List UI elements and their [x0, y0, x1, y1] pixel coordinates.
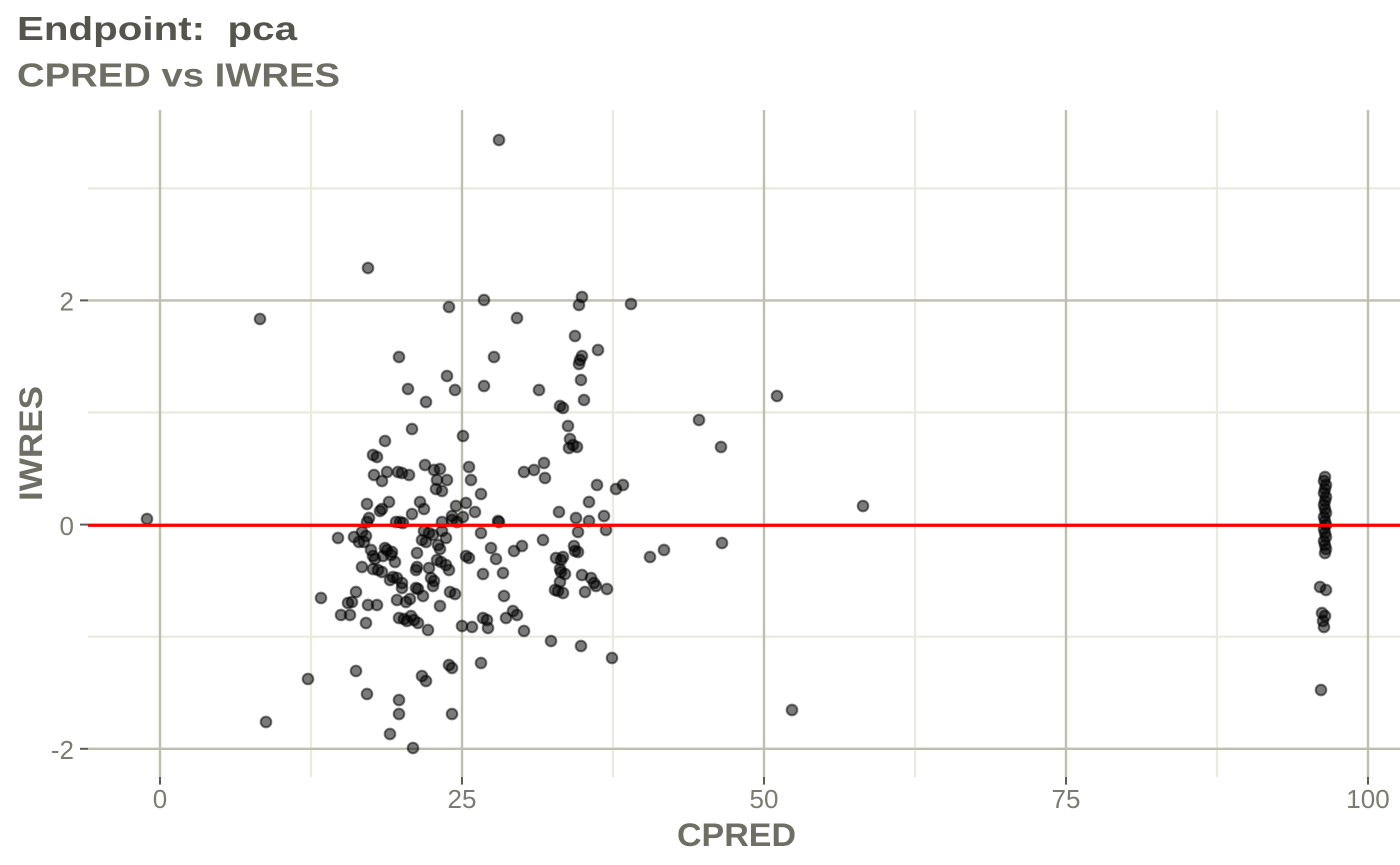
svg-text:100: 100 [1346, 784, 1389, 814]
svg-text:IWRES: IWRES [13, 386, 49, 501]
svg-text:75: 75 [1052, 784, 1081, 814]
svg-text:-2: -2 [51, 735, 74, 765]
svg-text:0: 0 [153, 784, 167, 814]
svg-text:25: 25 [448, 784, 477, 814]
svg-text:50: 50 [750, 784, 779, 814]
svg-text:CPRED vs IWRES: CPRED vs IWRES [17, 57, 340, 94]
svg-text:0: 0 [60, 511, 74, 541]
svg-text:2: 2 [60, 287, 74, 317]
svg-text:Endpoint: pca: Endpoint: pca [17, 11, 297, 48]
svg-text:CPRED: CPRED [677, 817, 796, 853]
